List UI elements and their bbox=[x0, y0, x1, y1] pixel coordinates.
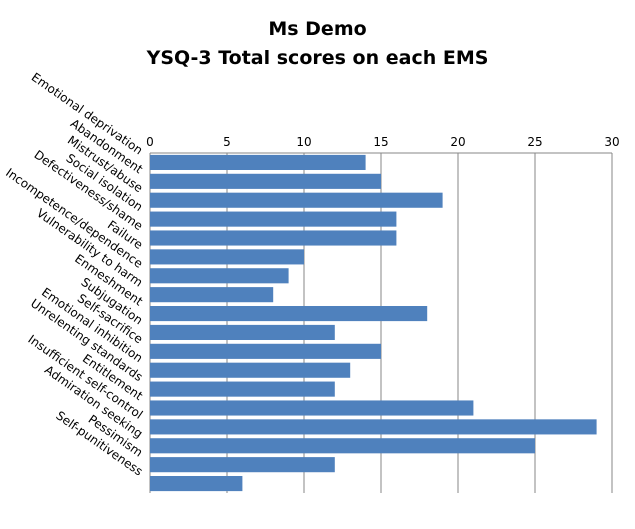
bar bbox=[150, 419, 597, 435]
bars bbox=[150, 154, 597, 492]
chart-title-line-1: Ms Demo bbox=[268, 18, 367, 40]
bar bbox=[150, 476, 243, 492]
bar bbox=[150, 173, 381, 189]
chart-title-line-2: YSQ-3 Total scores on each EMS bbox=[146, 47, 489, 69]
bar bbox=[150, 287, 274, 303]
bar bbox=[150, 268, 289, 284]
x-tick-label: 5 bbox=[223, 135, 231, 149]
x-axis: 0 5 10 15 20 25 30 bbox=[146, 135, 620, 493]
x-tick-label: 20 bbox=[450, 135, 465, 149]
bar bbox=[150, 249, 304, 265]
x-tick-label: 15 bbox=[373, 135, 388, 149]
bar bbox=[150, 306, 428, 322]
x-tick-label: 25 bbox=[527, 135, 542, 149]
bar bbox=[150, 154, 366, 170]
bar bbox=[150, 230, 397, 246]
bar bbox=[150, 343, 381, 359]
x-tick-label: 10 bbox=[296, 135, 311, 149]
category-labels: Emotional deprivationAbandonmentMistrust… bbox=[3, 70, 145, 479]
bar bbox=[150, 400, 474, 416]
bar bbox=[150, 324, 335, 340]
bar bbox=[150, 438, 535, 454]
bar bbox=[150, 192, 443, 208]
bar bbox=[150, 381, 335, 397]
bar bbox=[150, 457, 335, 473]
bar bbox=[150, 362, 351, 378]
x-tick-label: 0 bbox=[146, 135, 154, 149]
bar bbox=[150, 211, 397, 227]
x-tick-label: 30 bbox=[604, 135, 619, 149]
